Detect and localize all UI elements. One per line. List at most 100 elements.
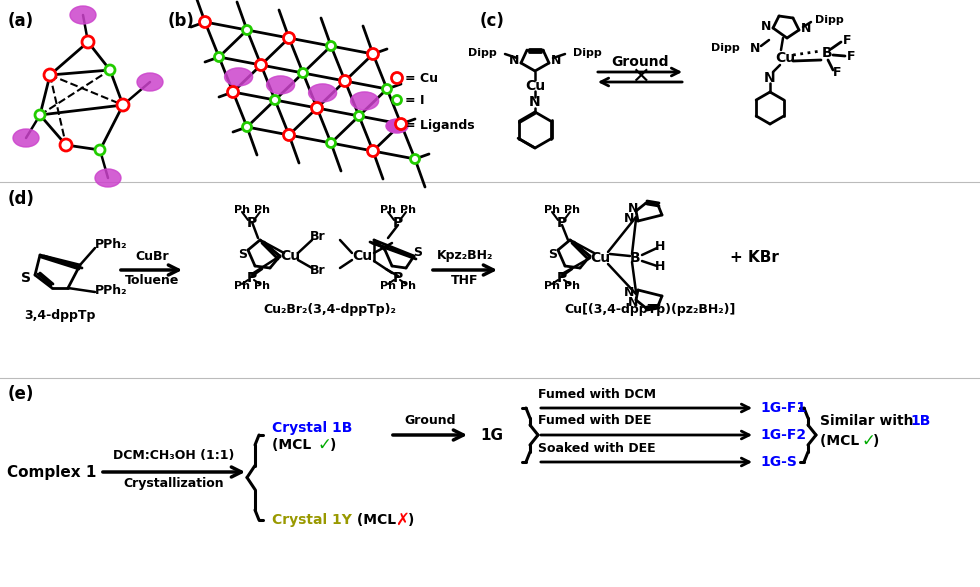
Text: Ph: Ph xyxy=(254,281,270,291)
Text: ✓: ✓ xyxy=(861,432,875,450)
Ellipse shape xyxy=(95,169,121,187)
Circle shape xyxy=(326,42,335,50)
Text: H: H xyxy=(655,239,665,252)
Text: N: N xyxy=(623,285,634,299)
Text: Cu: Cu xyxy=(775,51,795,65)
Ellipse shape xyxy=(224,68,253,86)
Text: Toluene: Toluene xyxy=(124,274,179,286)
Text: (e): (e) xyxy=(8,385,34,403)
Text: F: F xyxy=(843,33,852,46)
Text: Dipp: Dipp xyxy=(815,15,844,25)
Text: = I: = I xyxy=(405,93,424,106)
Text: Dipp: Dipp xyxy=(573,48,602,58)
Text: S: S xyxy=(414,245,422,258)
Text: Ph: Ph xyxy=(254,205,270,215)
Text: PPh₂: PPh₂ xyxy=(95,284,127,296)
Text: Ph: Ph xyxy=(380,205,396,215)
Text: Crystal 1B: Crystal 1B xyxy=(272,421,353,435)
Text: 1G-F1: 1G-F1 xyxy=(760,401,807,415)
Circle shape xyxy=(368,146,378,157)
Circle shape xyxy=(82,36,94,48)
Text: (MCL: (MCL xyxy=(272,438,317,452)
Ellipse shape xyxy=(386,119,408,133)
Text: N: N xyxy=(764,71,776,85)
Circle shape xyxy=(396,119,407,130)
Text: Cu: Cu xyxy=(280,249,300,263)
Text: S: S xyxy=(549,248,558,261)
Text: Dipp: Dipp xyxy=(468,48,497,58)
Circle shape xyxy=(411,154,419,164)
Text: Dipp: Dipp xyxy=(711,43,740,53)
Text: = Cu: = Cu xyxy=(405,72,438,85)
Text: P: P xyxy=(247,271,257,285)
Text: N: N xyxy=(623,212,634,225)
Circle shape xyxy=(283,32,295,43)
Text: Ground: Ground xyxy=(405,414,456,427)
Text: N: N xyxy=(529,95,541,109)
Text: ): ) xyxy=(873,434,879,448)
Circle shape xyxy=(312,103,322,113)
Text: Kpz₂BH₂: Kpz₂BH₂ xyxy=(437,249,493,262)
Text: B: B xyxy=(821,46,832,60)
Text: N: N xyxy=(509,53,519,66)
Text: 3,4-dppTp: 3,4-dppTp xyxy=(24,309,96,322)
Text: F: F xyxy=(833,66,842,79)
Text: (d): (d) xyxy=(8,190,35,208)
Text: 1B: 1B xyxy=(910,414,930,428)
Text: Fumed with DCM: Fumed with DCM xyxy=(538,387,656,400)
Circle shape xyxy=(299,69,308,77)
Text: ✗: ✗ xyxy=(395,511,409,529)
Circle shape xyxy=(393,96,402,104)
Circle shape xyxy=(382,85,391,93)
Text: THF: THF xyxy=(451,274,479,286)
Circle shape xyxy=(242,25,252,35)
Circle shape xyxy=(215,52,223,62)
Text: S: S xyxy=(21,271,31,285)
Text: Ph: Ph xyxy=(234,205,250,215)
Text: N: N xyxy=(627,201,638,214)
Text: Cu[(3,4-dppTp)(pz₂BH₂)]: Cu[(3,4-dppTp)(pz₂BH₂)] xyxy=(564,303,736,316)
Circle shape xyxy=(355,112,364,120)
Text: Soaked with DEE: Soaked with DEE xyxy=(538,441,656,454)
Circle shape xyxy=(105,65,115,75)
Text: N: N xyxy=(551,53,562,66)
Text: B: B xyxy=(630,251,640,265)
Text: (MCL: (MCL xyxy=(820,434,864,448)
Text: Complex 1: Complex 1 xyxy=(7,464,97,480)
Text: ): ) xyxy=(330,438,336,452)
Text: Ph: Ph xyxy=(544,281,560,291)
Text: Ph: Ph xyxy=(564,205,580,215)
Text: P: P xyxy=(557,271,567,285)
Ellipse shape xyxy=(351,92,378,110)
Text: Ph: Ph xyxy=(380,281,396,291)
Ellipse shape xyxy=(137,73,163,91)
Text: = Ligands: = Ligands xyxy=(405,120,474,133)
Circle shape xyxy=(117,99,129,111)
Ellipse shape xyxy=(309,84,336,102)
Circle shape xyxy=(368,49,378,59)
Circle shape xyxy=(326,139,335,147)
Text: (c): (c) xyxy=(480,12,505,30)
Circle shape xyxy=(44,69,56,81)
Circle shape xyxy=(339,76,351,86)
Text: N: N xyxy=(750,42,760,55)
Text: N: N xyxy=(627,296,638,309)
Text: Ph: Ph xyxy=(564,281,580,291)
Text: Cu₂Br₂(3,4-dppTp)₂: Cu₂Br₂(3,4-dppTp)₂ xyxy=(264,303,397,316)
Circle shape xyxy=(95,145,105,155)
Text: P: P xyxy=(393,271,403,285)
Text: Br: Br xyxy=(311,230,325,242)
Text: PPh₂: PPh₂ xyxy=(95,238,127,251)
Text: Ph: Ph xyxy=(400,205,416,215)
Text: 1G-S: 1G-S xyxy=(760,455,797,469)
Text: Cu: Cu xyxy=(590,251,611,265)
Text: N: N xyxy=(801,22,811,35)
Text: Ph: Ph xyxy=(544,205,560,215)
Text: ): ) xyxy=(408,513,415,527)
Text: N: N xyxy=(760,19,771,32)
Text: ✕: ✕ xyxy=(631,67,650,87)
Circle shape xyxy=(283,130,295,140)
Circle shape xyxy=(242,123,252,131)
Text: P: P xyxy=(247,216,257,230)
Text: (b): (b) xyxy=(168,12,195,30)
